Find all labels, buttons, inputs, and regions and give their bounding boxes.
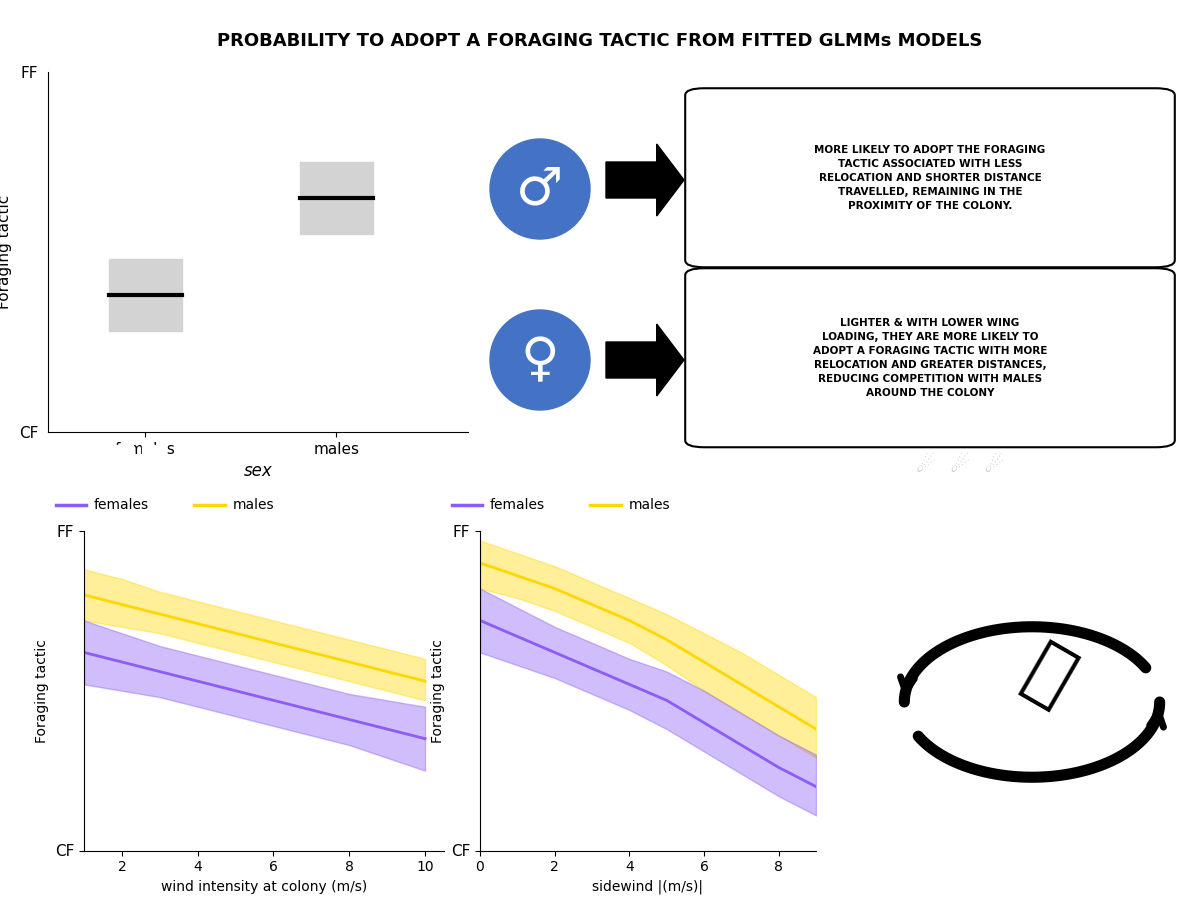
Text: ♂: ♂ xyxy=(516,163,564,215)
Bar xyxy=(26,445,35,487)
Bar xyxy=(12,445,20,487)
X-axis label: sidewind |(m/s)|: sidewind |(m/s)| xyxy=(593,880,703,895)
Polygon shape xyxy=(606,324,684,396)
Bar xyxy=(142,445,166,487)
Text: females: females xyxy=(94,498,149,512)
Bar xyxy=(300,162,372,234)
Bar xyxy=(41,445,49,487)
Circle shape xyxy=(490,310,590,410)
Bar xyxy=(70,445,78,487)
FancyBboxPatch shape xyxy=(685,88,1175,267)
Bar xyxy=(55,445,64,487)
Text: PROBABILITY TO ADOPT A FORAGING TACTIC FROM FITTED GLMMs MODELS: PROBABILITY TO ADOPT A FORAGING TACTIC F… xyxy=(217,32,983,50)
Y-axis label: Foraging tactic: Foraging tactic xyxy=(35,639,49,742)
Polygon shape xyxy=(606,144,684,216)
Bar xyxy=(114,445,133,487)
Text: males: males xyxy=(233,498,274,512)
Text: MORE LIKELY TO ADOPT THE FORAGING
TACTIC ASSOCIATED WITH LESS
RELOCATION AND SHO: MORE LIKELY TO ADOPT THE FORAGING TACTIC… xyxy=(815,145,1045,211)
X-axis label: wind intensity at colony (m/s): wind intensity at colony (m/s) xyxy=(161,880,367,894)
X-axis label: sex: sex xyxy=(244,463,272,481)
Text: LIGHTER & WITH LOWER WING
LOADING, THEY ARE MORE LIKELY TO
ADOPT A FORAGING TACT: LIGHTER & WITH LOWER WING LOADING, THEY … xyxy=(812,318,1048,398)
FancyBboxPatch shape xyxy=(685,268,1175,447)
Text: 🦅: 🦅 xyxy=(1013,636,1085,717)
Text: ☄  ☄  ☄: ☄ ☄ ☄ xyxy=(916,455,1004,476)
Text: ♀: ♀ xyxy=(521,334,559,386)
Y-axis label: Foraging tactic: Foraging tactic xyxy=(431,639,445,742)
Circle shape xyxy=(490,139,590,239)
Text: females: females xyxy=(490,498,545,512)
Bar xyxy=(90,445,106,487)
Y-axis label: Foraging tactic: Foraging tactic xyxy=(0,195,12,309)
Text: males: males xyxy=(629,498,670,512)
Text: BUT WHEN WIND INTENSITY INCREASES...: BUT WHEN WIND INTENSITY INCREASES... xyxy=(292,457,716,475)
Bar xyxy=(109,259,181,331)
